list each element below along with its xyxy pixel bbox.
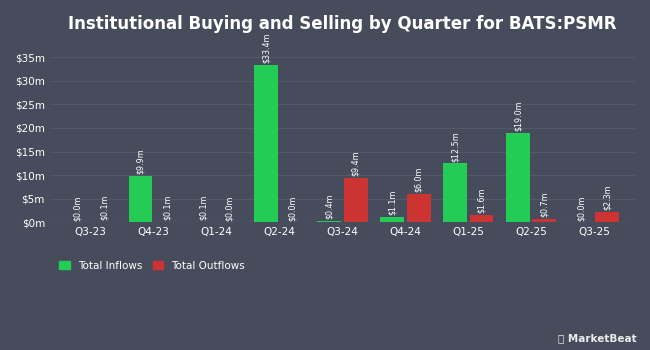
Bar <box>192 222 215 223</box>
Bar <box>92 222 116 223</box>
Text: $0.1m: $0.1m <box>199 195 208 220</box>
Text: $1.1m: $1.1m <box>387 190 396 215</box>
Text: $12.5m: $12.5m <box>450 131 460 161</box>
Text: $0.1m: $0.1m <box>162 195 172 220</box>
Text: $0.0m: $0.0m <box>226 195 234 220</box>
Text: $0.0m: $0.0m <box>73 195 82 220</box>
Title: Institutional Buying and Selling by Quarter for BATS:PSMR: Institutional Buying and Selling by Quar… <box>68 15 617 33</box>
Text: $33.4m: $33.4m <box>262 32 271 63</box>
Bar <box>532 219 556 223</box>
Legend: Total Inflows, Total Outflows: Total Inflows, Total Outflows <box>55 257 250 275</box>
Text: $0.1m: $0.1m <box>99 195 109 220</box>
Text: $0.7m: $0.7m <box>540 192 549 217</box>
Text: $0.0m: $0.0m <box>577 195 586 220</box>
Bar <box>407 194 430 223</box>
Text: $1.6m: $1.6m <box>477 188 486 213</box>
Bar <box>469 215 493 223</box>
Text: $9.9m: $9.9m <box>136 148 145 174</box>
Text: $0.4m: $0.4m <box>325 193 333 219</box>
Bar <box>317 220 341 223</box>
Bar <box>380 217 404 223</box>
Bar <box>506 133 530 223</box>
Text: $19.0m: $19.0m <box>514 100 523 131</box>
Bar <box>595 212 619 223</box>
Text: $6.0m: $6.0m <box>414 167 423 192</box>
Text: $2.3m: $2.3m <box>603 184 612 210</box>
Bar <box>129 176 152 223</box>
Bar <box>155 222 179 223</box>
Bar <box>344 178 368 223</box>
Bar <box>443 163 467 223</box>
Text: $0.0m: $0.0m <box>288 195 297 220</box>
Text: ⼀ MarketBeat: ⼀ MarketBeat <box>558 333 637 343</box>
Bar <box>254 65 278 223</box>
Text: $9.4m: $9.4m <box>351 150 360 176</box>
